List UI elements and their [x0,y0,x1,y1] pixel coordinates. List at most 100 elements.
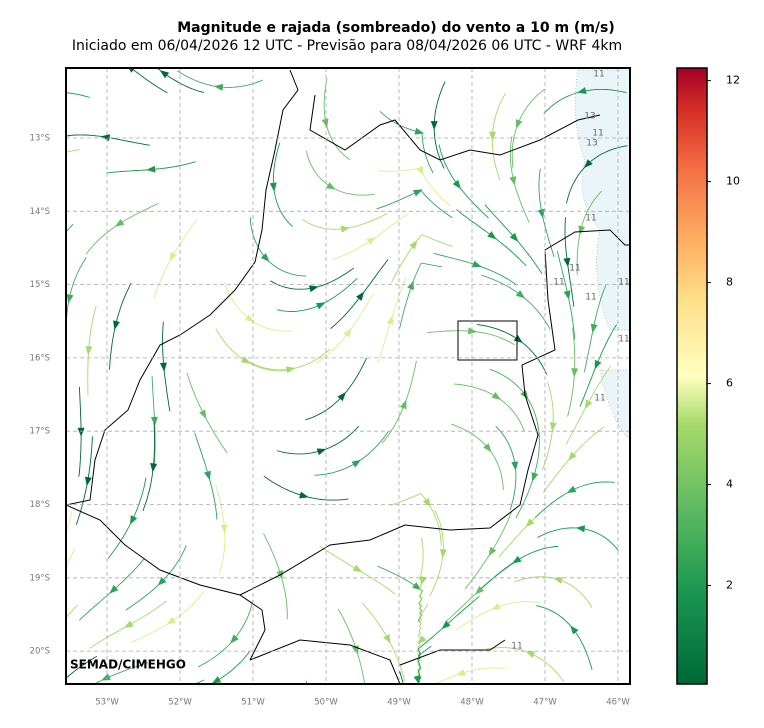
stream-arrow [66,294,74,304]
stream-arrow [199,409,207,420]
stream-arrow [491,391,502,400]
contour-label: 11 [553,278,564,288]
stream-arrow [169,251,177,262]
stream-arrow [159,362,167,372]
stream-arrow [315,302,326,310]
stream-arrow [399,399,407,410]
stream-arrow [409,239,418,250]
stream-arrow [326,182,336,190]
stream-arrow [46,258,55,269]
stream-arrow [441,620,451,630]
stream-arrow [406,711,414,721]
lon-label: 47°W [533,698,557,708]
stream-arrow [416,165,424,176]
contour-label: 11 [593,70,604,80]
stream-arrow [84,476,92,487]
stream-arrow [414,127,425,135]
stream-arrow [240,356,251,364]
stream-arrow [130,515,138,525]
stream-arrow [113,320,120,330]
colorbar-tick-label: 2 [726,579,733,592]
stream-arrow [566,485,577,494]
lat-label: 13°S [30,134,50,144]
lon-label: 48°W [460,698,484,708]
stream-arrow [351,459,362,468]
colorbar-tick-label: 12 [726,74,740,87]
lon-label: 46°W [606,698,630,708]
stream-arrow [316,448,327,456]
stream-arrow [413,675,421,684]
stream-arrow [515,119,523,129]
contour-label: 11 [618,278,629,288]
stream-arrow [578,225,586,236]
contour-label: 11 [585,214,596,224]
contour-label: 11 [592,129,603,139]
stream-arrow [159,70,170,79]
stream-arrow [422,497,431,508]
stream-arrow [285,717,296,728]
stream-arrow [213,83,224,91]
colorbar-tick-label: 6 [726,377,733,390]
stream-arrow [220,524,228,534]
stream-arrow [472,260,482,268]
stream-arrow [511,461,519,471]
stream-arrow [386,315,394,325]
stream-arrow [146,165,156,173]
stream-arrow [166,616,177,625]
streamline [66,511,73,535]
stream-arrow [467,327,478,335]
stream-arrow [549,422,557,432]
contour-label: 11 [585,293,596,303]
df-border [457,320,518,361]
stream-arrow [40,89,50,98]
state-border [239,229,630,596]
contour-label: 11 [511,642,522,652]
stream-arrow [100,134,111,142]
stream-arrow [553,577,564,584]
stream-arrow [509,232,519,242]
stream-arrow [321,118,329,128]
stream-arrow [525,651,536,659]
contour-labels: 11 13 11 13 11 11 11 11 11 11 11 11 [511,70,629,652]
stream-arrow [452,179,461,190]
contour-label: 13 [584,112,595,122]
stream-arrow [568,451,577,461]
stream-arrow [286,366,296,374]
stream-arrow [49,584,59,595]
stream-arrow [53,550,63,561]
lon-label: 51°W [241,698,265,708]
stream-arrow [204,470,211,481]
colorbar-tick-label: 4 [726,478,733,491]
stream-arrow [583,159,593,169]
stream-arrow [101,673,111,681]
contour-label: 13 [586,139,597,149]
stream-arrow [430,121,438,131]
streamline [66,548,76,568]
stream-arrow [525,518,535,528]
stream-arrow [577,87,587,94]
lat-label: 20°S [30,647,50,657]
stream-arrow [109,585,119,594]
stream-arrow [520,390,529,400]
stream-arrow [66,677,67,684]
stream-arrow [515,290,526,299]
stream-arrow [337,392,347,402]
lat-label: 17°S [30,427,50,437]
map-area [40,68,630,728]
stream-arrow [487,231,497,240]
lon-label: 53°W [95,698,119,708]
lon-label: 50°W [314,698,338,708]
stream-arrow [413,189,423,197]
stream-arrow [355,291,365,301]
lat-label: 16°S [30,353,50,363]
stream-arrow [563,257,571,268]
stream-arrow [269,182,277,192]
stream-arrow [417,635,427,644]
state-border [249,639,506,684]
stream-arrow [157,577,167,586]
stream-arrow [366,236,376,245]
stream-arrow [439,549,447,559]
title: Magnitude e rajada (sombreado) do vento … [177,20,615,36]
